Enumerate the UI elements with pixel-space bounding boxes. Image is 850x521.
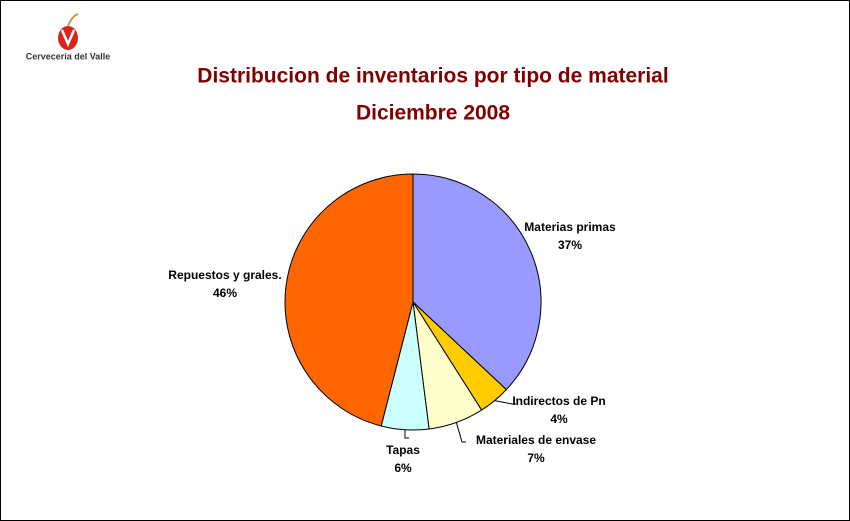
slice-label: Materias primas <box>524 220 616 234</box>
logo-text: Cervecería del Valle <box>26 51 111 61</box>
leader-line <box>455 422 466 443</box>
chart-title: Distribucion de inventarios por tipo de … <box>197 65 668 88</box>
leader-line <box>494 400 516 405</box>
slice-label: Tapas <box>386 443 420 457</box>
slice-value-label: 6% <box>394 461 412 475</box>
logo <box>58 13 79 50</box>
pie-slice <box>284 173 414 427</box>
slice-label: Materiales de envase <box>476 433 596 447</box>
chart-subtitle: Diciembre 2008 <box>356 102 510 125</box>
logo-mark <box>60 29 76 48</box>
slice-value-label: 37% <box>558 238 582 252</box>
slice-value-label: 7% <box>527 451 545 465</box>
logo-wheat <box>67 13 79 27</box>
slice-label: Repuestos y grales. <box>168 268 281 282</box>
leader-line <box>404 429 409 439</box>
slice-value-label: 4% <box>550 412 568 426</box>
slice-value-label: 46% <box>213 286 237 300</box>
pie-slice <box>412 173 542 391</box>
slice-label: Indirectos de Pn <box>512 394 605 408</box>
